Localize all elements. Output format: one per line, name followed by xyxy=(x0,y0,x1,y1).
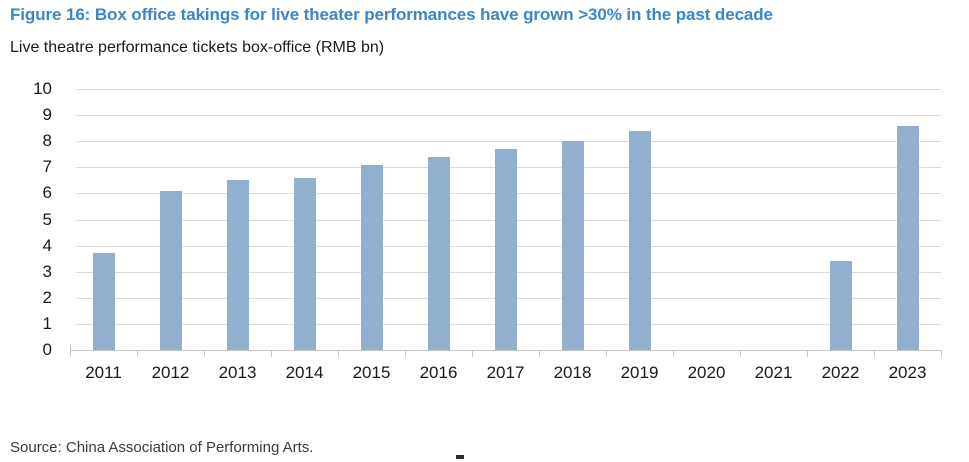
chart-subtitle: Live theatre performance tickets box-off… xyxy=(10,39,385,56)
y-axis-tick-label: 7 xyxy=(42,157,52,177)
x-axis-category-label: 2023 xyxy=(888,363,927,382)
x-axis-category-label: 2020 xyxy=(687,363,726,382)
x-axis-category-label: 2012 xyxy=(151,363,190,382)
bar-2017 xyxy=(495,149,517,350)
bar-2013 xyxy=(227,180,249,350)
y-axis-tick-label: 2 xyxy=(42,287,52,307)
x-axis-category-label: 2015 xyxy=(352,363,391,382)
y-axis-tick-label: 4 xyxy=(42,235,52,255)
x-axis-tick xyxy=(70,350,71,357)
x-axis-category-label: 2019 xyxy=(620,363,659,382)
x-axis-category-label: 2022 xyxy=(821,363,860,382)
x-axis-tick xyxy=(807,350,808,357)
y-axis-tick-label: 5 xyxy=(42,209,52,229)
bar-2015 xyxy=(361,165,383,350)
bar-2014 xyxy=(294,178,316,350)
x-axis-tick xyxy=(405,350,406,357)
y-axis-tick-label: 3 xyxy=(42,261,52,281)
x-axis-category-label: 2021 xyxy=(754,363,793,382)
x-axis-tick xyxy=(941,350,942,357)
x-axis-tick xyxy=(606,350,607,357)
y-axis-tick-label: 1 xyxy=(42,313,52,333)
y-axis-tick-label: 10 xyxy=(33,79,52,98)
source-note: Source: China Association of Performing … xyxy=(10,439,314,456)
bar-2016 xyxy=(428,157,450,350)
x-axis-tick xyxy=(137,350,138,357)
x-axis-tick xyxy=(539,350,540,357)
x-axis-tick xyxy=(204,350,205,357)
bar-2019 xyxy=(629,131,651,350)
x-axis-line xyxy=(70,350,942,351)
bar-2012 xyxy=(160,191,182,350)
x-axis-tick xyxy=(673,350,674,357)
x-axis-tick xyxy=(874,350,875,357)
bar-2022 xyxy=(830,261,852,350)
x-axis-category-label: 2011 xyxy=(85,363,122,382)
figure-title: Figure 16: Box office takings for live t… xyxy=(10,5,773,24)
y-gridline xyxy=(76,115,941,117)
x-axis-category-label: 2014 xyxy=(285,363,324,382)
x-axis-tick xyxy=(472,350,473,357)
y-axis-tick-label: 8 xyxy=(42,131,52,151)
x-axis-category-label: 2017 xyxy=(486,363,525,382)
x-axis-tick xyxy=(740,350,741,357)
x-axis-tick xyxy=(338,350,339,357)
x-axis-tick xyxy=(271,350,272,357)
x-axis-category-label: 2018 xyxy=(553,363,592,382)
y-axis-tick-label: 9 xyxy=(42,105,52,125)
x-axis-category-label: 2016 xyxy=(419,363,458,382)
y-gridline xyxy=(76,89,941,90)
bar-2018 xyxy=(562,141,584,350)
bar-chart: 0 1 2 3 4 5 6 7 8 9 10 2011 2012 2013 2014 2015 2016 2017… xyxy=(33,79,942,382)
bar-2011 xyxy=(93,253,115,350)
axis-corner-tick xyxy=(70,344,71,351)
y-axis-tick-label: 0 xyxy=(42,340,52,359)
x-axis-category-label: 2013 xyxy=(218,363,257,382)
bar-2023 xyxy=(897,126,919,350)
y-axis-tick-label: 6 xyxy=(42,183,52,203)
page-crop-artifact-mark xyxy=(456,455,464,459)
y-gridline xyxy=(76,141,941,143)
